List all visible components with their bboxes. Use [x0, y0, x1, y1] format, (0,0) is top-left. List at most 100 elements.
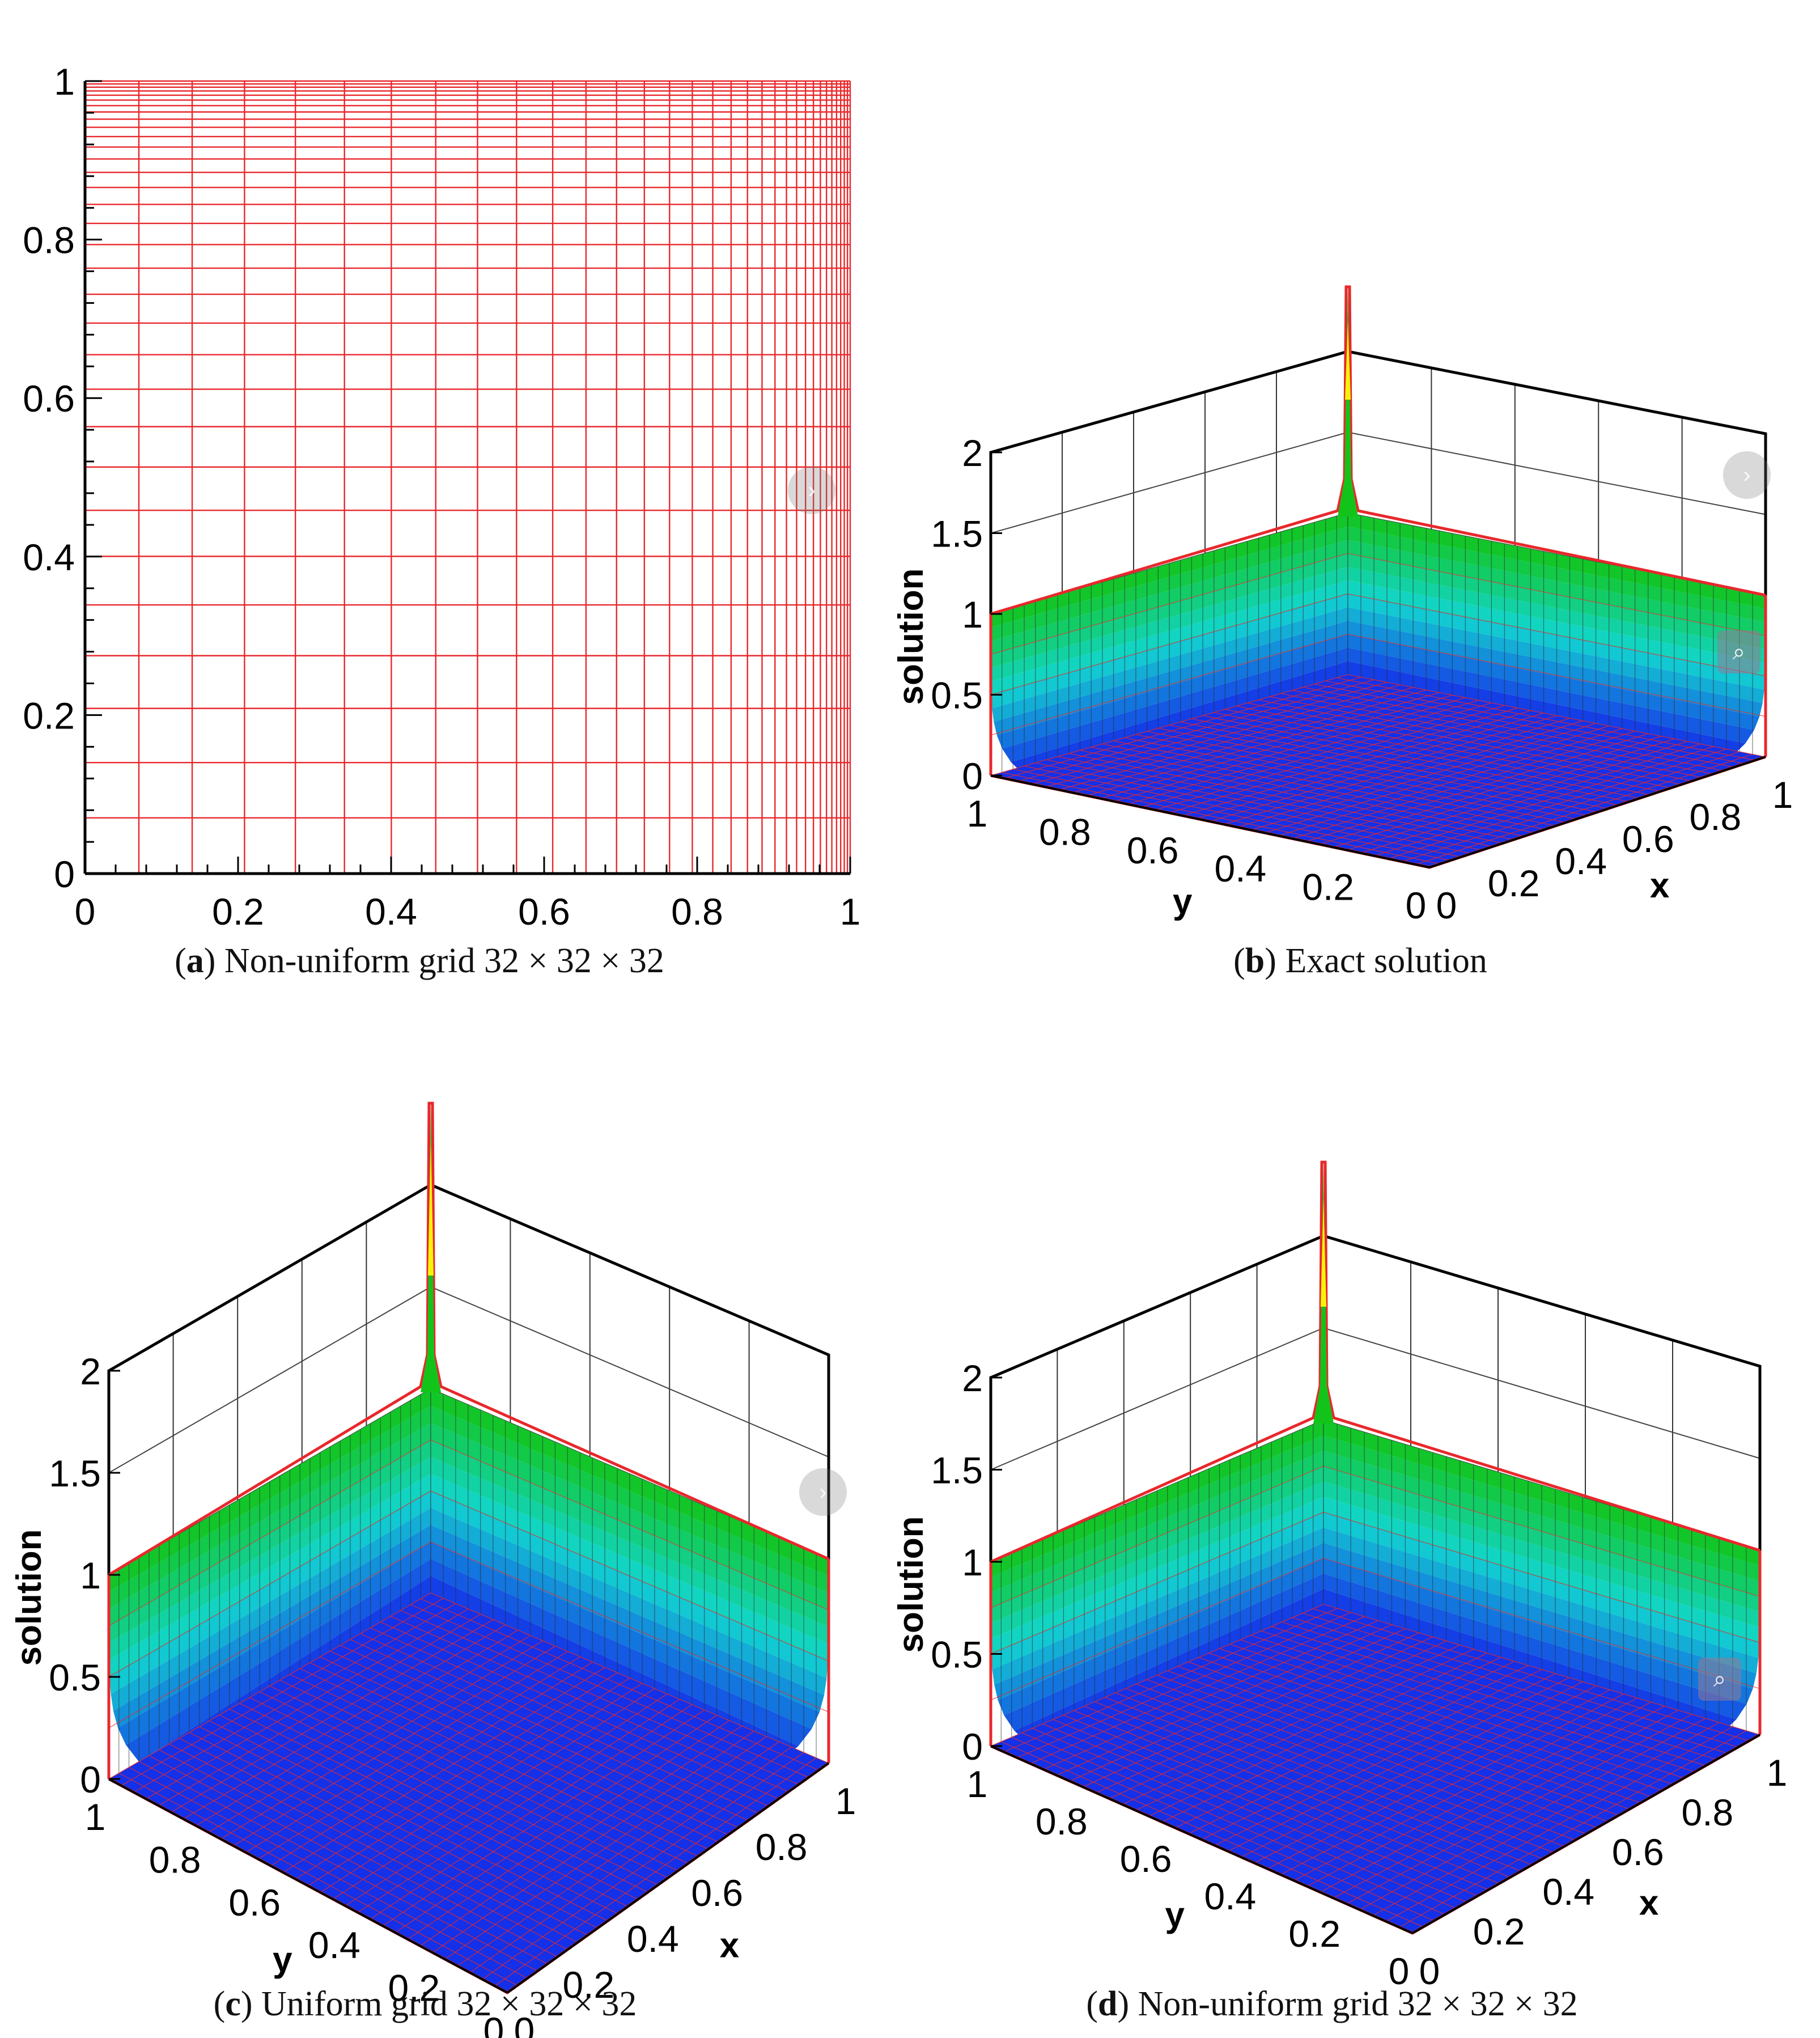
floor-mesh-line	[380, 1621, 779, 1799]
y-tick-label: 1	[967, 1763, 988, 1805]
zoom-icon-d[interactable]: ⌕	[1698, 1658, 1741, 1701]
floor-mesh-line	[1346, 1714, 1692, 1905]
z-tick-label: 0	[962, 755, 983, 797]
floor-mesh-line	[1325, 680, 1745, 764]
caption-c-text: Uniform grid 32 × 32 × 32	[261, 1985, 637, 2023]
floor-mesh-line	[1320, 1706, 1665, 1893]
zoom-icon-b[interactable]: ⌕	[1717, 630, 1760, 673]
floor-mesh-line	[1293, 1697, 1637, 1881]
floor-mesh-line	[1278, 728, 1622, 836]
next-image-icon-c[interactable]: ›	[799, 1468, 847, 1516]
x-tick-label: 0	[75, 891, 96, 933]
floor-mesh-line	[1306, 1701, 1651, 1887]
x-tick-label: 0.8	[671, 891, 723, 933]
floor-mesh-line	[1333, 738, 1674, 848]
floor-mesh-line	[1282, 1621, 1717, 1760]
y-tick-label: 1	[54, 61, 75, 103]
surface-band	[994, 621, 1348, 735]
surface-contour-line	[430, 1439, 829, 1611]
surface-band	[1323, 1573, 1747, 1719]
next-image-icon-b[interactable]: ›	[1723, 451, 1771, 499]
floor-mesh-line	[1201, 1669, 1542, 1840]
z-tick-label: 2	[80, 1350, 101, 1392]
panel-b: 0 0.5 1 1.5 2 0 0.2 0.4 0.6 0.8 1 0 0.2 0.4 0.6 0.8 1 sol…	[896, 0, 1820, 998]
peak-spike	[1338, 287, 1358, 516]
floor-mesh-line	[299, 1668, 698, 1857]
peak-tip	[1345, 321, 1351, 400]
chart-d: 00.511.5200.20.40.60.8100.20.40.60.81sol…	[896, 1160, 1787, 1992]
floor-mesh-line	[1228, 1677, 1569, 1852]
floor-mesh-line	[320, 1683, 643, 1893]
floor-mesh-line	[1292, 690, 1713, 775]
floor-mesh-line	[1261, 1630, 1695, 1773]
floor-mesh-line	[308, 1677, 630, 1887]
surface-contour-line	[1323, 1465, 1760, 1598]
surface-band	[996, 634, 1348, 749]
x-tick-label: 0	[1419, 1950, 1440, 1992]
z-tick-label: 0.5	[931, 675, 983, 717]
floor-mesh-line	[1374, 746, 1714, 857]
caption-a-text: Non-uniform grid 32 × 32 × 32	[224, 942, 664, 980]
x-tick-label: 0.6	[1622, 818, 1674, 860]
x-axis-line	[506, 1762, 830, 1994]
floor-mesh-line	[390, 1616, 789, 1793]
floor-mesh-line	[432, 1731, 754, 1953]
y-axis-label: y	[1173, 882, 1193, 921]
floor-mesh-line	[1167, 1670, 1597, 1828]
x-tick-label: 1	[840, 891, 861, 933]
x-tick-label: 0.2	[1488, 862, 1540, 904]
surface-floor	[991, 1604, 1760, 1933]
floor-mesh-line	[1306, 733, 1648, 842]
floor-mesh-line	[1271, 1626, 1706, 1766]
z-axis-label: solution	[10, 1529, 49, 1666]
next-image-icon-a[interactable]: ›	[788, 467, 835, 514]
y-tick-label: 0	[483, 2010, 504, 2038]
wall-level-line	[990, 350, 1766, 453]
y-tick-label: 0.4	[1215, 848, 1267, 889]
floor-mesh-line	[1180, 721, 1609, 810]
wall-level-line	[990, 431, 1766, 534]
x-tick-label: 0.8	[1682, 1791, 1734, 1833]
floor-mesh-line	[420, 1598, 819, 1771]
surface-contour-line	[1323, 1511, 1760, 1643]
floor-mesh-line	[1292, 1617, 1728, 1754]
z-axis-label: solution	[896, 568, 931, 705]
z-tick-label: 0.5	[49, 1656, 101, 1698]
floor-mesh-line	[1415, 753, 1753, 865]
panel-d: 0 0.5 1 1.5 2 0 0.2 0.4 0.6 0.8 1 0 0.2 0.4 0.6 0.8 1 sol…	[896, 1026, 1820, 2038]
x-tick-label: 0.2	[1473, 1910, 1525, 1952]
caption-b: (b) Exact solution	[1233, 942, 1487, 980]
surface-band	[1002, 647, 1348, 762]
floor-mesh-line	[1241, 1681, 1583, 1858]
surface-band	[992, 1527, 1323, 1685]
floor-mesh-line	[1223, 718, 1570, 825]
surface-contour-line	[990, 1511, 1324, 1655]
floor-mesh-line	[469, 1747, 792, 1973]
panel-a: 0 0.2 0.4 0.6 0.8 1 0 0.2 0.4 0.6 0.8 1	[0, 0, 884, 998]
floor-mesh-line	[419, 1725, 742, 1947]
floor-mesh-line	[1177, 1666, 1609, 1822]
surface-band	[1004, 1573, 1323, 1731]
floor-mesh-line	[357, 1698, 680, 1913]
floor-mesh-line	[350, 1639, 749, 1821]
surface-contour-line	[1347, 553, 1766, 637]
y-tick-label: 0.2	[1288, 1913, 1340, 1955]
floor-mesh-line	[494, 1757, 817, 1986]
floor-mesh-line	[1214, 1673, 1556, 1846]
surface-band	[431, 1559, 812, 1746]
floor-mesh-line	[1359, 1718, 1706, 1910]
y-tick-label: 1	[967, 793, 988, 834]
floor-mesh-line	[1280, 1693, 1624, 1875]
floor-mesh-line	[330, 1650, 729, 1836]
floor-mesh-line	[1229, 1643, 1662, 1791]
chart-c: 00.511.5200.20.40.60.8100.20.40.60.81sol…	[10, 1101, 856, 2038]
y-tick-label: 0.8	[1036, 1800, 1088, 1842]
floor-mesh-line	[1372, 1722, 1720, 1916]
floor-mesh-line	[279, 1680, 678, 1871]
floor-mesh-line	[382, 1709, 705, 1926]
x-tick-label: 0.6	[691, 1872, 743, 1914]
floor-mesh-line	[1280, 693, 1703, 778]
floor-mesh-line	[1347, 741, 1688, 851]
caption-a-letter: a	[186, 942, 204, 980]
surface-contour-line	[990, 593, 1348, 696]
